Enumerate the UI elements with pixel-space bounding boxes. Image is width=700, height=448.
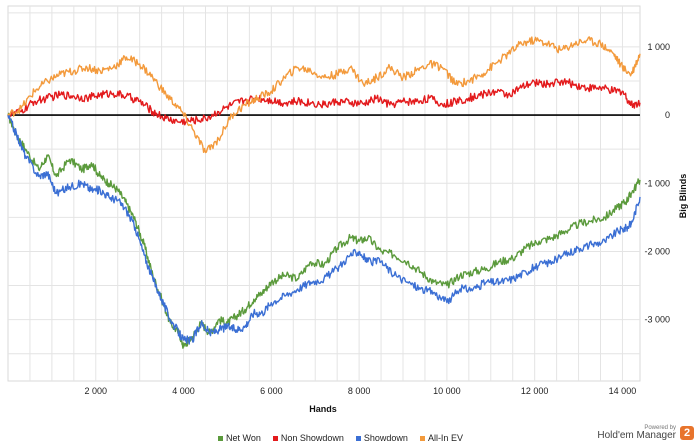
legend-swatch (272, 435, 278, 441)
y-tick-label: 1 000 (647, 42, 670, 52)
x-axis-ticks: 2 000 4 000 6 000 8 000 10 000 12 000 14 000 (85, 386, 637, 396)
series-lines (7, 36, 641, 349)
chart-legend: Net Won Non Showdown Showdown All-In EV (218, 433, 463, 443)
series-line-non-showdown (7, 78, 641, 126)
x-tick-label: 10 000 (433, 386, 461, 396)
x-tick-label: 4 000 (172, 386, 195, 396)
branding: Powered by Hold'em Manager 2 (597, 425, 694, 441)
x-tick-label: 2 000 (85, 386, 108, 396)
plot-area-border (7, 5, 641, 382)
legend-swatch (218, 435, 223, 441)
powered-by-label: Powered by (644, 425, 676, 431)
legend-label: Showdown (363, 433, 408, 443)
legend-item: Net Won (218, 433, 261, 443)
y-tick-label: -2 000 (644, 246, 670, 256)
holdem-manager-logo-icon: 2 (680, 426, 694, 440)
x-axis-title: Hands (309, 404, 337, 414)
y-tick-label: -1 000 (644, 178, 670, 188)
legend-item: All-In EV (419, 433, 463, 443)
legend-label: Net Won (226, 433, 261, 443)
legend-item: Non Showdown (272, 433, 344, 443)
series-line-net-won (7, 112, 641, 349)
x-tick-label: 12 000 (521, 386, 549, 396)
y-axis-title: Big Blinds (678, 174, 688, 219)
legend-label: Non Showdown (280, 433, 344, 443)
series-line-showdown (7, 113, 641, 345)
x-tick-label: 6 000 (260, 386, 283, 396)
grid (7, 5, 641, 382)
y-tick-label: 0 (665, 110, 670, 120)
brand-name: Hold'em Manager (597, 430, 676, 441)
y-tick-label: -3 000 (644, 315, 670, 325)
legend-label: All-In EV (427, 433, 463, 443)
legend-item: Showdown (355, 433, 408, 443)
x-tick-label: 8 000 (348, 386, 371, 396)
x-tick-label: 14 000 (609, 386, 637, 396)
y-axis-ticks: 1 000 0 -1 000 -2 000 -3 000 (644, 42, 670, 325)
series-line-all-in-ev (7, 36, 641, 154)
legend-swatch (419, 435, 425, 441)
legend-swatch (355, 435, 361, 441)
